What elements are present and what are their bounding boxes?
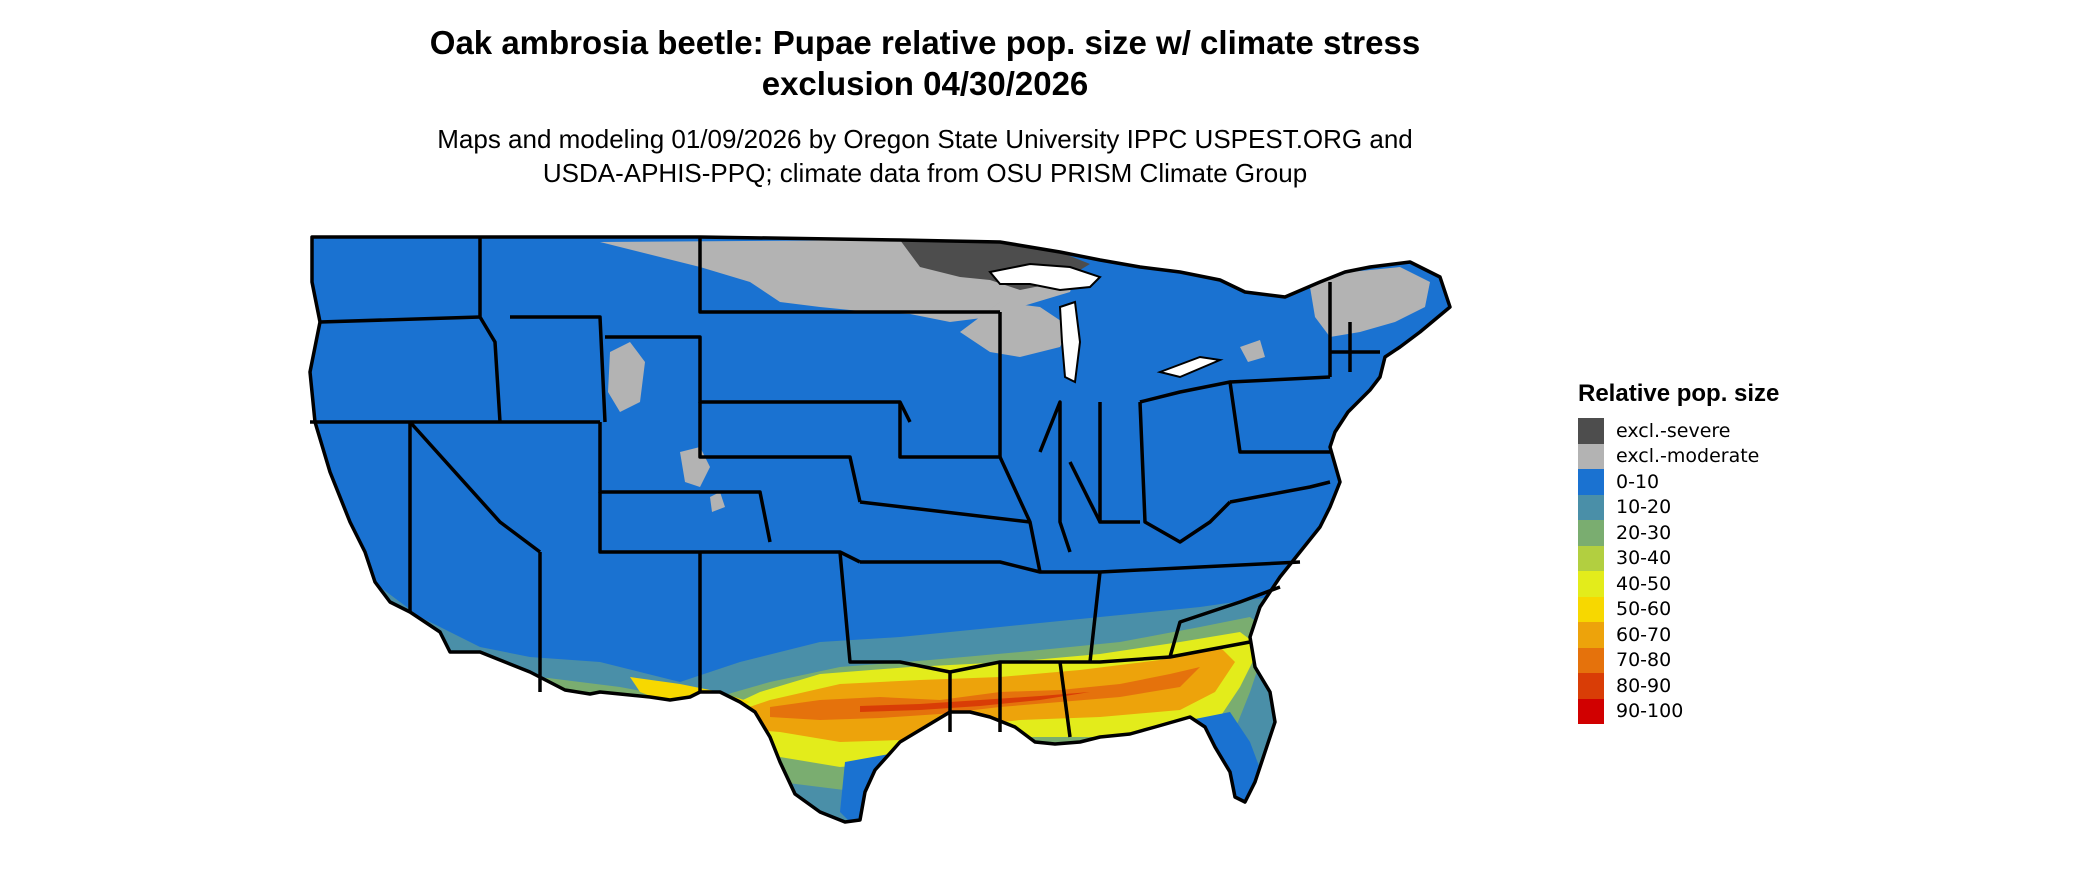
legend-swatch — [1578, 520, 1604, 546]
legend-item: 60-70 — [1578, 622, 1779, 648]
legend-item: excl.-moderate — [1578, 443, 1779, 469]
legend-item: 90-100 — [1578, 698, 1779, 724]
state-borders — [308, 235, 1452, 824]
legend-label: 20-30 — [1616, 521, 1672, 544]
legend-label: 80-90 — [1616, 674, 1672, 697]
legend-item: 80-90 — [1578, 673, 1779, 699]
legend-swatch — [1578, 596, 1604, 622]
legend-swatch — [1578, 494, 1604, 520]
legend-label: 70-80 — [1616, 649, 1672, 672]
legend-item: excl.-severe — [1578, 418, 1779, 444]
subtitle-line-2: USDA-APHIS-PPQ; climate data from OSU PR… — [542, 158, 1308, 188]
lake-michigan — [1058, 300, 1082, 384]
legend-swatch — [1578, 545, 1604, 571]
excl-moderate-maine — [1310, 267, 1430, 337]
legend-item: 70-80 — [1578, 647, 1779, 673]
excl-moderate-adirondack — [1240, 340, 1265, 362]
legend-label: excl.-moderate — [1616, 445, 1760, 468]
legend-label: 30-40 — [1616, 547, 1672, 570]
legend-swatch — [1578, 622, 1604, 648]
legend-swatch — [1578, 698, 1604, 724]
legend-item: 40-50 — [1578, 571, 1779, 597]
legend-item: 50-60 — [1578, 596, 1779, 622]
legend-swatch — [1578, 571, 1604, 597]
legend-label: excl.-severe — [1616, 419, 1731, 442]
lake-erie — [1156, 355, 1224, 379]
excl-moderate-wyoming — [608, 342, 645, 412]
legend-label: 90-100 — [1616, 700, 1684, 723]
legend-label: 50-60 — [1616, 598, 1672, 621]
legend-label: 40-50 — [1616, 572, 1672, 595]
legend: Relative pop. size excl.-severe excl.-mod… — [1578, 380, 1779, 724]
legend-label: 0-10 — [1616, 470, 1660, 493]
legend-item: 20-30 — [1578, 520, 1779, 546]
subtitle-line-1: Maps and modeling 01/09/2026 by Oregon S… — [437, 124, 1413, 154]
lake-superior — [988, 262, 1102, 292]
map-title: Oak ambrosia beetle: Pupae relative pop.… — [0, 22, 1850, 104]
map-subtitle: Maps and modeling 01/09/2026 by Oregon S… — [0, 122, 1850, 190]
us-map — [308, 235, 1452, 824]
excl-moderate-great-lakes — [960, 302, 1070, 357]
title-line-1: Oak ambrosia beetle: Pupae relative pop.… — [429, 24, 1421, 61]
legend-swatch — [1578, 673, 1604, 699]
legend-items: excl.-severe excl.-moderate 0-10 10-20 20-30… — [1578, 418, 1779, 724]
band-60-70 — [400, 642, 1235, 742]
legend-swatch — [1578, 443, 1604, 469]
legend-title: Relative pop. size — [1578, 380, 1780, 407]
legend-swatch — [1578, 469, 1604, 495]
title-line-2: exclusion 04/30/2026 — [761, 65, 1089, 102]
band-80-90 — [860, 692, 1090, 712]
excl-moderate-colorado — [680, 447, 725, 512]
legend-item: 0-10 — [1578, 469, 1779, 495]
legend-item: 10-20 — [1578, 494, 1779, 520]
legend-swatch — [1578, 418, 1604, 444]
legend-item: 30-40 — [1578, 545, 1779, 571]
legend-swatch — [1578, 647, 1604, 673]
legend-label: 10-20 — [1616, 496, 1672, 519]
legend-label: 60-70 — [1616, 623, 1672, 646]
